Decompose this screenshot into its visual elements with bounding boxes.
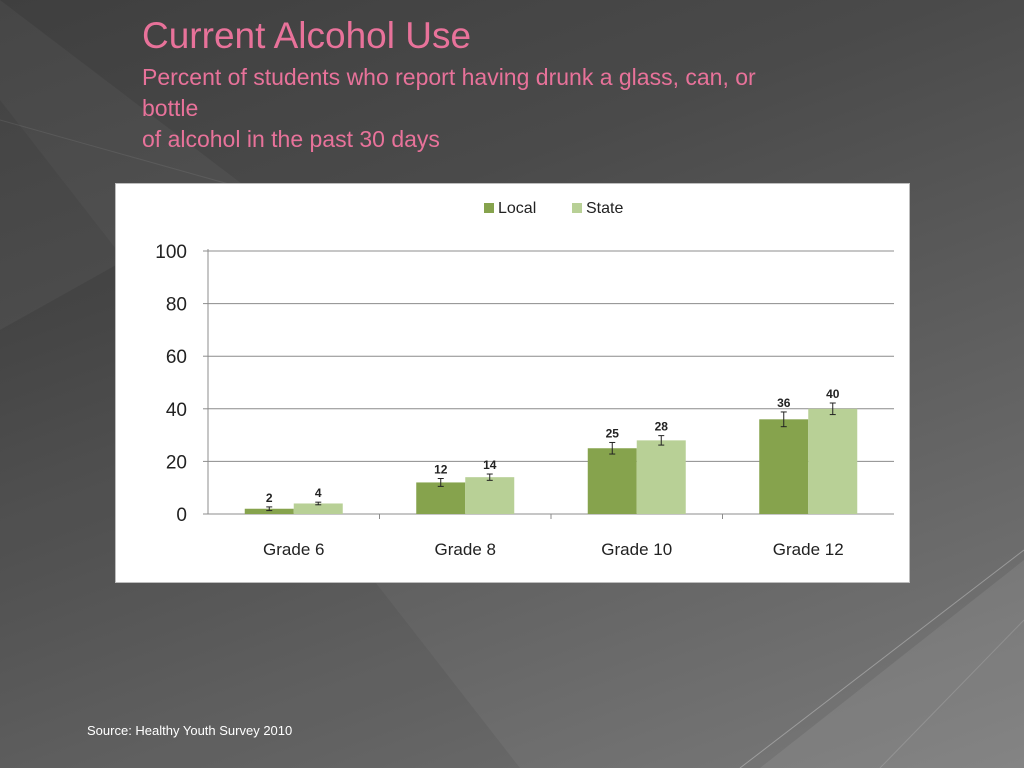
data-label: 25 (606, 426, 620, 440)
data-label: 12 (434, 462, 448, 476)
x-tick-label: Grade 8 (435, 540, 496, 559)
data-label: 40 (826, 387, 840, 401)
y-tick-label: 100 (155, 242, 187, 263)
bar-local (587, 448, 637, 514)
bar-state (293, 503, 343, 514)
x-tick-label: Grade 6 (263, 540, 324, 559)
subtitle-line: Percent of students who report having dr… (142, 64, 756, 90)
data-label: 28 (655, 420, 669, 434)
y-tick-label: 80 (166, 295, 187, 316)
legend-swatch-local (484, 203, 494, 213)
slide-title: Current Alcohol Use (142, 15, 472, 56)
subtitle-line: of alcohol in the past 30 days (142, 126, 440, 152)
y-tick-label: 0 (176, 505, 187, 526)
subtitle-line: bottle (142, 95, 199, 121)
data-label: 14 (483, 458, 497, 472)
x-tick-label: Grade 12 (773, 540, 844, 559)
legend-label: State (586, 200, 623, 217)
slide-subtitle: Percent of students who report having dr… (142, 62, 922, 155)
data-label: 2 (266, 491, 273, 505)
bar-state (808, 408, 858, 514)
y-tick-label: 60 (166, 347, 187, 368)
data-label: 4 (315, 486, 322, 500)
bar-local (416, 482, 466, 514)
data-label: 36 (777, 396, 791, 410)
bar-local (244, 508, 294, 514)
x-tick-label: Grade 10 (601, 540, 672, 559)
bar-chart: 0 20 40 60 80 100 2 4 Grade 6 12 14 Grade 8 25 28 Grad… (155, 200, 894, 559)
bar-state (465, 477, 515, 514)
chart-panel: 0 20 40 60 80 100 2 4 Grade 6 12 14 Grade 8 25 28 Grad… (115, 183, 910, 583)
bar-local (759, 419, 809, 514)
legend-swatch-state (572, 203, 582, 213)
y-tick-label: 40 (166, 400, 187, 421)
legend-label: Local (498, 200, 536, 217)
y-tick-label: 20 (166, 452, 187, 473)
source-note: Source: Healthy Youth Survey 2010 (87, 723, 293, 738)
bar-state (636, 440, 686, 514)
